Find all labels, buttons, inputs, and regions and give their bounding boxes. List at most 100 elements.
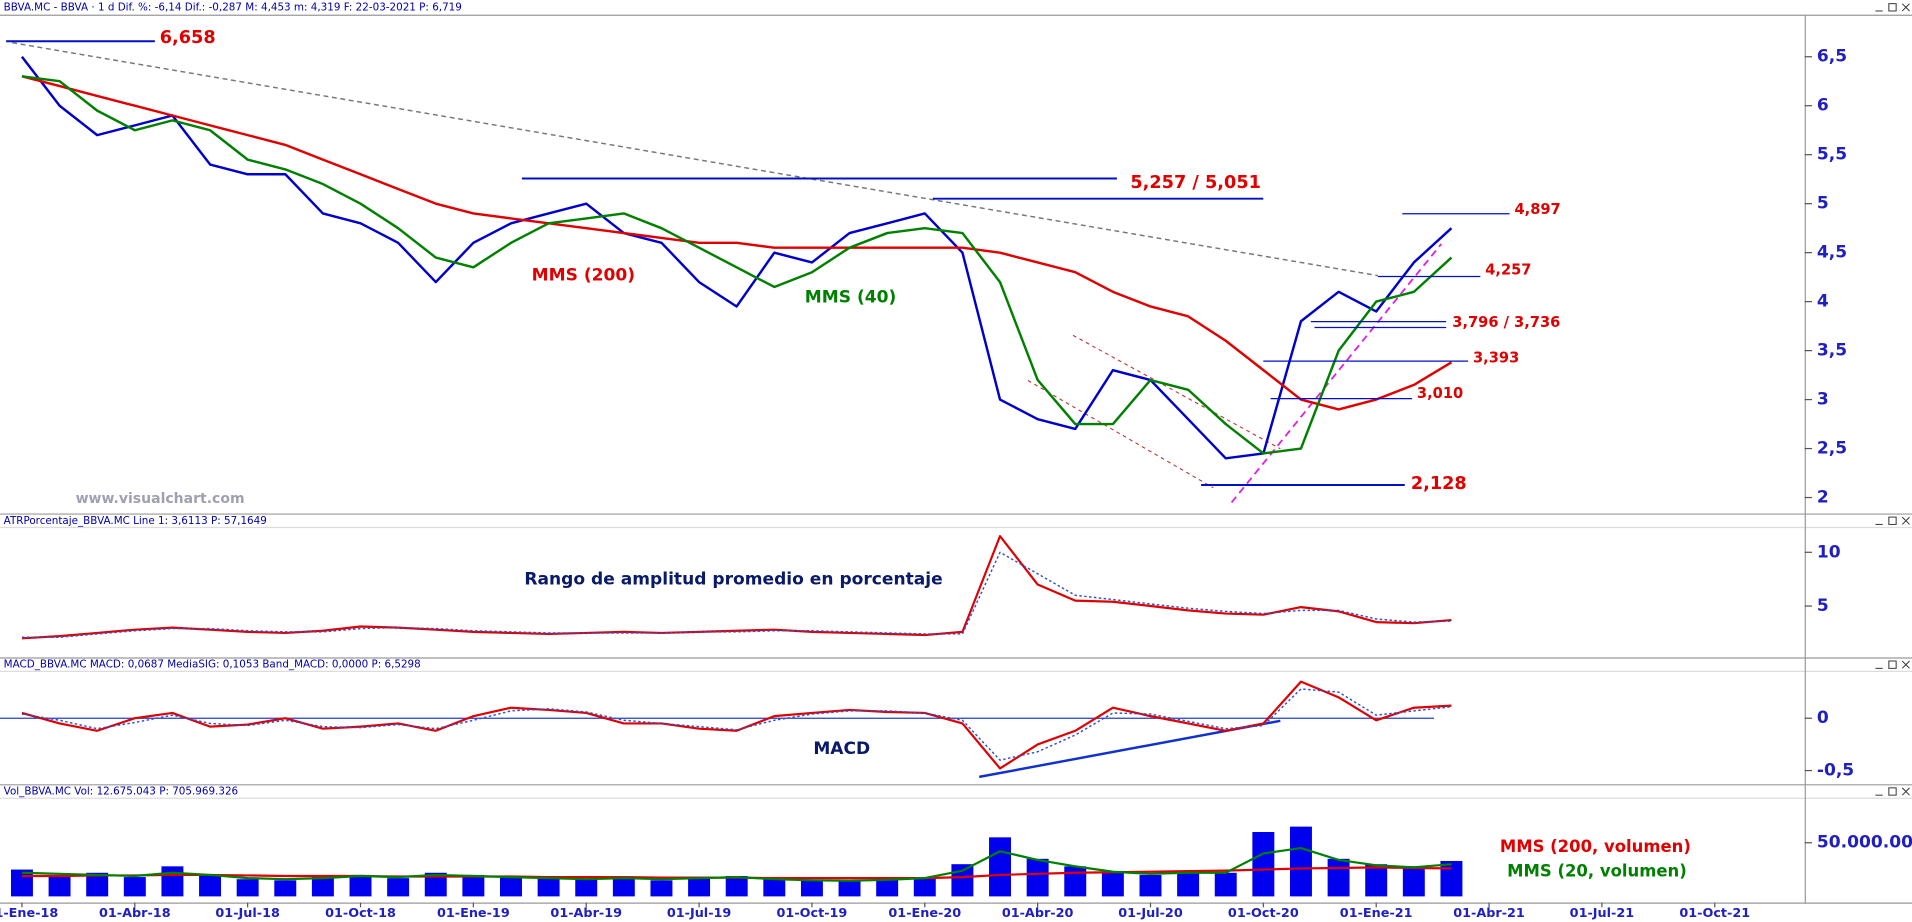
volume-bar (1252, 831, 1275, 897)
close-icon[interactable] (1901, 660, 1910, 669)
level-label: 4,897 (1514, 201, 1560, 218)
x-tick-label: 01-Jul-21 (1570, 906, 1635, 921)
close-icon[interactable] (1901, 787, 1910, 796)
panel-title: Vol_BBVA.MC Vol: 12.675.043 P: 705.969.3… (4, 786, 238, 798)
close-icon[interactable] (1901, 516, 1910, 525)
y-tick-label: 3,5 (1817, 341, 1847, 361)
x-tick-label: 01-Abr-20 (1002, 906, 1074, 921)
annotation: MMS (40) (805, 288, 897, 308)
volume-bar (274, 880, 297, 897)
series-line (21, 535, 1452, 640)
y-tick-label: 10 (1817, 542, 1841, 562)
volume-bar (1327, 858, 1350, 897)
series-line (21, 75, 1453, 455)
maximize-icon[interactable] (1888, 516, 1897, 525)
level-label: 3,010 (1417, 385, 1463, 402)
series-line (21, 75, 1453, 411)
volume-bar (1289, 826, 1312, 897)
y-tick-label: 50.000.000 (1817, 833, 1912, 853)
volume-bar (989, 837, 1011, 897)
level-label: 2,128 (1411, 474, 1467, 494)
volume-bar (1139, 874, 1162, 897)
annotation: MMS (20, volumen) (1507, 861, 1687, 880)
maximize-icon[interactable] (1888, 3, 1897, 12)
x-tick-label: 01-Jul-19 (667, 906, 732, 921)
panel-title: MACD_BBVA.MC MACD: 0,0687 MediaSIG: 0,10… (4, 659, 421, 671)
y-tick-label: 2,5 (1817, 439, 1847, 459)
volume-bar (48, 874, 71, 897)
volume-bar (537, 878, 560, 897)
volume-bar (161, 866, 184, 897)
volume-bar (1177, 870, 1200, 897)
volume-bar (838, 881, 861, 897)
y-tick-label: 5,5 (1817, 145, 1847, 165)
y-tick-label: 5 (1817, 194, 1829, 214)
x-tick-label: 01-Abr-19 (550, 906, 622, 921)
x-tick-label: 01-Ene-19 (437, 906, 510, 921)
close-icon[interactable] (1901, 3, 1910, 12)
x-tick-label: 01-Oct-20 (1228, 906, 1299, 921)
x-tick-label: 01-Ene-20 (888, 906, 961, 921)
x-tick-label: 01-Oct-19 (777, 906, 848, 921)
maximize-icon[interactable] (1888, 787, 1897, 796)
panel-title: BBVA.MC - BBVA · 1 d Dif. %: -6,14 Dif.:… (4, 1, 462, 13)
volume-bar (1440, 860, 1463, 897)
level-label: 4,257 (1485, 262, 1531, 279)
volume-bar (500, 877, 522, 897)
y-tick-label: 2 (1817, 488, 1829, 508)
volume-bar (1365, 864, 1388, 897)
panel-plot (20, 55, 1453, 460)
volume-bar (236, 879, 259, 897)
x-tick-label: 01-Abr-21 (1453, 906, 1525, 921)
volume-bar (800, 880, 823, 897)
y-tick-label: 4,5 (1817, 243, 1847, 263)
volume-bar (725, 875, 748, 897)
volume-bar (913, 877, 936, 897)
x-tick-label: 01-Oct-18 (325, 906, 396, 921)
x-tick-label: 01-Ene-21 (1340, 906, 1413, 921)
y-tick-label: 4 (1817, 292, 1829, 312)
y-tick-label: 6 (1817, 96, 1829, 116)
volume-bar (650, 880, 673, 897)
annotation: MACD (813, 739, 870, 759)
x-tick-label: 01-Ene-18 (0, 906, 58, 921)
level-label: 3,796 / 3,736 (1452, 314, 1560, 331)
series-line (21, 688, 1452, 761)
y-tick-label: -0,5 (1817, 761, 1854, 781)
series-line (21, 680, 1452, 770)
panel-frames (0, 14, 1912, 904)
y-tick-label: 5 (1817, 596, 1829, 616)
y-tick-label: 3 (1817, 390, 1829, 410)
x-tick-label: 01-Jul-20 (1118, 906, 1183, 921)
panel-title: ATRPorcentaje_BBVA.MC Line 1: 3,6113 P: … (4, 515, 267, 527)
volume-bar (462, 874, 485, 897)
volume-bar (311, 877, 334, 897)
window-icons[interactable] (1875, 3, 1910, 796)
series-line (20, 55, 1453, 460)
annotation: www.visualchart.com (76, 491, 245, 507)
maximize-icon[interactable] (1888, 660, 1897, 669)
volume-bar (763, 879, 786, 897)
x-tick-label: 01-Oct-21 (1679, 906, 1750, 921)
volume-bar (387, 878, 410, 897)
volume-bar (199, 874, 222, 897)
panel-plot (21, 535, 1452, 640)
annotation: MMS (200) (532, 266, 635, 286)
volume-bar (1101, 872, 1124, 897)
volume-bar (1026, 858, 1049, 897)
level-label: 3,393 (1473, 350, 1519, 367)
volume-bar (349, 874, 372, 897)
y-tick-label: 6,5 (1817, 47, 1847, 67)
volume-bar (575, 879, 598, 897)
volume-bar (424, 872, 447, 897)
level-label: 5,257 / 5,051 (1130, 173, 1261, 193)
volume-bar (86, 872, 109, 897)
y-tick-label: 0 (1817, 708, 1829, 728)
series-line (21, 846, 1452, 882)
panel-plot (10, 826, 1463, 897)
volume-bar (612, 877, 635, 897)
volume-bar (123, 877, 146, 897)
